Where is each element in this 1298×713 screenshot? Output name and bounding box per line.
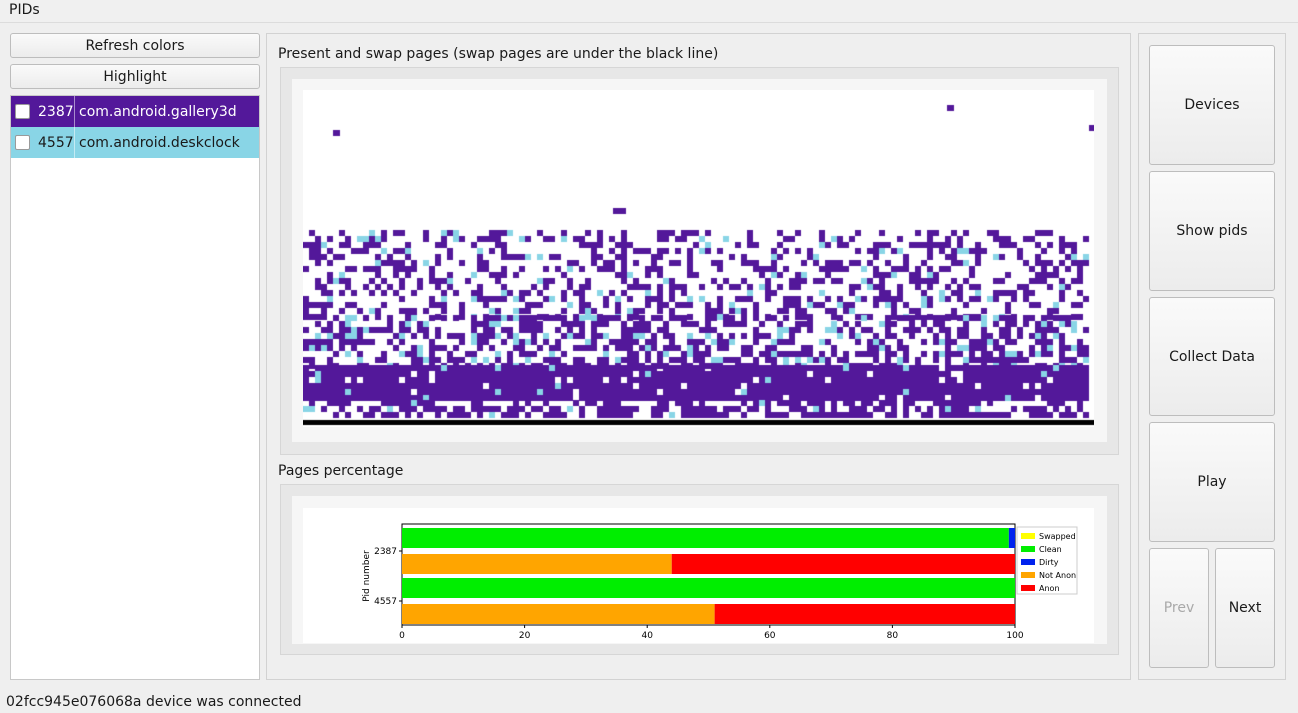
highlight-button[interactable]: Highlight bbox=[10, 64, 260, 89]
play-button[interactable]: Play bbox=[1149, 422, 1275, 542]
main-panel bbox=[266, 33, 1131, 680]
legend-swatch bbox=[1021, 559, 1035, 565]
show-pids-button[interactable]: Show pids bbox=[1149, 171, 1275, 291]
pid-checkbox[interactable] bbox=[15, 104, 30, 119]
pages-map-figure bbox=[292, 79, 1107, 442]
legend-swatch bbox=[1021, 585, 1035, 591]
prev-button[interactable]: Prev bbox=[1149, 548, 1209, 668]
legend-label: Clean bbox=[1039, 545, 1062, 554]
bar-segment-anon bbox=[671, 554, 1015, 574]
y-tick-label: 2387 bbox=[374, 547, 397, 557]
pid-process-name: com.android.gallery3d bbox=[79, 103, 237, 120]
legend-swatch bbox=[1021, 546, 1035, 552]
y-tick-label: 4557 bbox=[374, 597, 397, 607]
bar-group bbox=[402, 528, 1015, 624]
pages-map-title: Present and swap pages (swap pages are u… bbox=[278, 46, 719, 62]
legend-swatch bbox=[1021, 533, 1035, 539]
y-axis-label: Pid number bbox=[362, 550, 372, 602]
legend: Swapped Clean Dirty Not Anon Anon bbox=[1016, 526, 1078, 595]
x-tick-label: 80 bbox=[887, 631, 899, 641]
bar-segment-anon bbox=[714, 604, 1015, 624]
pages-percentage-frame: 0 20 40 60 80 100 2387 4557 Pid number Swapped… bbox=[280, 484, 1119, 655]
legend-swatch bbox=[1021, 572, 1035, 578]
x-tick-label: 40 bbox=[641, 631, 653, 641]
menu-bar: PIDs bbox=[0, 0, 1298, 23]
x-tick-label: 60 bbox=[764, 631, 776, 641]
legend-label: Swapped bbox=[1039, 532, 1076, 541]
bar-segment-not-anon bbox=[402, 554, 672, 574]
column-divider bbox=[74, 96, 75, 127]
devices-button[interactable]: Devices bbox=[1149, 45, 1275, 165]
x-tick-label: 100 bbox=[1006, 631, 1023, 641]
pid-list-item[interactable]: 4557 com.android.deskclock bbox=[11, 127, 259, 158]
y-axis: 2387 4557 bbox=[374, 547, 402, 607]
pages-map-canvas[interactable] bbox=[303, 90, 1094, 427]
right-panel bbox=[1138, 33, 1286, 680]
pages-percentage-chart: 0 20 40 60 80 100 2387 4557 Pid number Swapped… bbox=[303, 508, 1094, 643]
bar-segment-not-anon bbox=[402, 604, 715, 624]
pid-list-item[interactable]: 2387 com.android.gallery3d bbox=[11, 96, 259, 127]
x-tick-label: 0 bbox=[399, 631, 405, 641]
legend-label: Not Anon bbox=[1039, 571, 1076, 580]
bar-segment-clean bbox=[402, 528, 1009, 548]
legend-label: Anon bbox=[1039, 584, 1060, 593]
menu-pids[interactable]: PIDs bbox=[9, 2, 40, 18]
status-bar-message: 02fcc945e076068a device was connected bbox=[6, 694, 302, 710]
x-axis: 0 20 40 60 80 100 bbox=[399, 625, 1024, 641]
x-tick-label: 20 bbox=[519, 631, 531, 641]
pages-percentage-title: Pages percentage bbox=[278, 463, 404, 479]
bar-segment-clean bbox=[402, 578, 1015, 598]
pid-number: 4557 bbox=[38, 134, 74, 151]
next-button[interactable]: Next bbox=[1215, 548, 1275, 668]
bar-segment-dirty bbox=[1008, 528, 1015, 548]
pid-number: 2387 bbox=[38, 103, 74, 120]
legend-label: Dirty bbox=[1039, 558, 1059, 567]
collect-data-button[interactable]: Collect Data bbox=[1149, 297, 1275, 416]
pages-map-frame bbox=[280, 67, 1119, 455]
column-divider bbox=[74, 127, 75, 158]
pid-process-name: com.android.deskclock bbox=[79, 134, 240, 151]
pid-checkbox[interactable] bbox=[15, 135, 30, 150]
pid-list[interactable]: 2387 com.android.gallery3d 4557 com.andr… bbox=[10, 95, 260, 680]
plot-area bbox=[401, 523, 1016, 626]
pages-percentage-figure: 0 20 40 60 80 100 2387 4557 Pid number Swapped… bbox=[292, 496, 1107, 644]
refresh-colors-button[interactable]: Refresh colors bbox=[10, 33, 260, 58]
